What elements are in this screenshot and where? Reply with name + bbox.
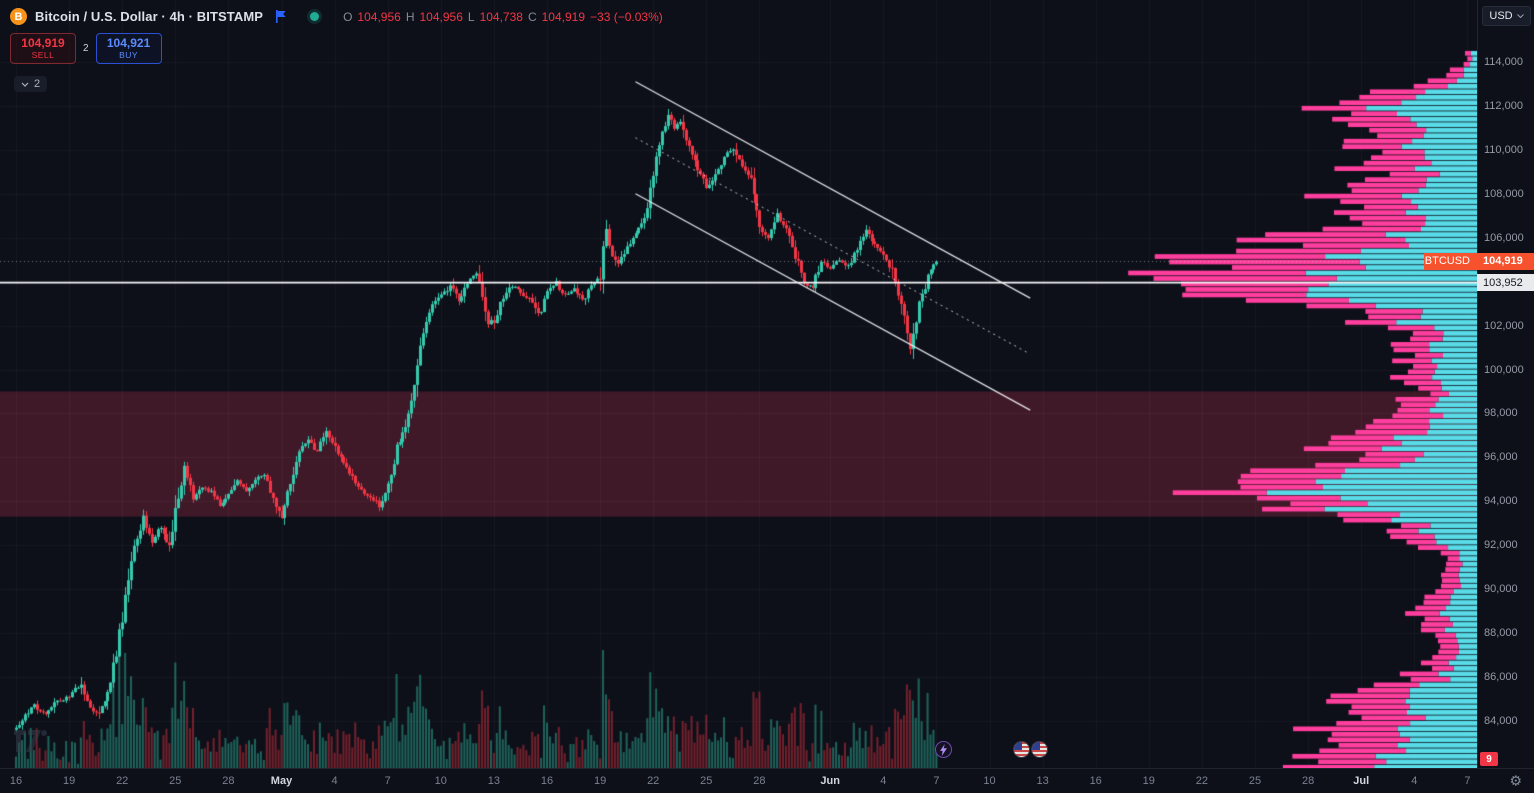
price-tick: 106,000 <box>1484 231 1524 244</box>
object-tree-toggle[interactable]: 2 <box>14 76 48 92</box>
us-flag-event-icon[interactable] <box>1012 741 1030 758</box>
lightning-event-icon[interactable] <box>934 741 952 758</box>
flag-icon[interactable] <box>275 10 286 23</box>
sell-price: 104,919 <box>21 35 65 50</box>
price-tick: 90,000 <box>1484 583 1518 596</box>
time-tick: 4 <box>1411 775 1418 787</box>
time-tick-month: Jun <box>820 775 840 787</box>
time-tick: 16 <box>9 775 23 787</box>
time-tick-month: May <box>270 775 293 787</box>
price-tick: 96,000 <box>1484 451 1518 464</box>
price-tick: 100,000 <box>1484 363 1524 376</box>
time-axis[interactable]: 16 19 22 25 28 May 4 7 10 13 16 19 22 25 28 Jun 4 7 10 13 16… <box>0 768 1534 793</box>
time-tick: 22 <box>116 775 129 787</box>
low-label: L <box>467 9 475 24</box>
spread-value: 2 <box>83 43 89 54</box>
buy-label: BUY <box>119 49 139 60</box>
open-label: O <box>343 9 353 24</box>
ohlc-readout: O 104,956 H 104,956 L 104,738 C 104,919 … <box>343 10 663 24</box>
time-tick: 25 <box>1248 775 1262 787</box>
time-tick: 19 <box>1142 775 1155 787</box>
time-tick: 28 <box>222 775 235 787</box>
price-tick: 98,000 <box>1484 407 1518 420</box>
time-tick: 16 <box>1089 775 1102 787</box>
tradingview-watermark-icon <box>14 728 52 759</box>
chart-region: B Bitcoin / U.S. Dollar · 4h · BITSTAMP … <box>0 0 1477 768</box>
symbol-title[interactable]: Bitcoin / U.S. Dollar · 4h · BITSTAMP <box>35 9 264 24</box>
buy-button[interactable]: 104,921 BUY <box>95 33 162 64</box>
currency-dropdown[interactable]: USD <box>1482 6 1531 26</box>
time-tick: 25 <box>700 775 713 787</box>
buy-sell-widget: 104,919 SELL 2 104,921 BUY <box>10 33 162 64</box>
buy-price: 104,921 <box>106 35 151 50</box>
price-tick: 86,000 <box>1484 671 1518 684</box>
hline-price-value: 103,952 <box>1483 276 1523 289</box>
time-tick: 19 <box>593 775 607 787</box>
price-tick: 108,000 <box>1484 187 1524 200</box>
time-tick-month: Jul <box>1353 775 1370 787</box>
indicator-count: 2 <box>34 78 41 90</box>
time-tick: 25 <box>169 775 182 787</box>
price-tick: 88,000 <box>1484 627 1518 640</box>
last-price-tag[interactable]: BTCUSD 104,919 <box>1424 252 1534 270</box>
chevron-down-icon <box>1516 14 1524 18</box>
price-tick: 94,000 <box>1484 495 1518 508</box>
time-tick: 13 <box>487 775 501 787</box>
price-tick: 92,000 <box>1484 539 1518 552</box>
time-tick: 7 <box>384 775 391 787</box>
bitcoin-icon: B <box>10 8 27 25</box>
price-tick: 114,000 <box>1484 55 1523 68</box>
time-tick: 10 <box>983 775 996 787</box>
price-tick: 102,000 <box>1484 319 1524 332</box>
time-tick: 4 <box>331 775 338 787</box>
close-label: C <box>527 9 537 24</box>
price-tick: 110,000 <box>1484 143 1523 156</box>
sell-button[interactable]: 104,919 SELL <box>10 33 76 64</box>
price-axis[interactable]: USD 114,000 112,000 110,000 108,000 106,000 1… <box>1477 0 1534 768</box>
last-price-value: 104,919 <box>1483 255 1523 268</box>
price-chart-canvas[interactable] <box>0 0 1477 768</box>
symbol-tag-label: BTCUSD <box>1424 255 1470 268</box>
time-tick: 16 <box>540 775 554 787</box>
chevron-down-icon <box>21 82 29 87</box>
time-tick: 22 <box>647 775 660 787</box>
time-tick: 19 <box>62 775 76 787</box>
us-flag-event-icon[interactable] <box>1030 741 1048 758</box>
time-tick: 13 <box>1036 775 1049 787</box>
price-tick: 84,000 <box>1484 714 1518 727</box>
time-tick: 4 <box>880 775 887 787</box>
price-tick: 112,000 <box>1484 99 1523 112</box>
high-value: 104,956 <box>419 9 463 24</box>
time-tick: 10 <box>434 775 447 787</box>
time-tick: 28 <box>753 775 766 787</box>
symbol-legend: B Bitcoin / U.S. Dollar · 4h · BITSTAMP … <box>10 8 663 25</box>
market-status-dot[interactable] <box>310 12 320 21</box>
open-value: 104,956 <box>357 9 401 24</box>
time-tick: 28 <box>1301 775 1315 787</box>
event-marker-layer <box>934 741 1048 758</box>
currency-label: USD <box>1489 10 1513 22</box>
high-label: H <box>405 9 415 24</box>
change-value: −33 (−0.03%) <box>590 9 663 24</box>
sell-label: SELL <box>31 49 55 60</box>
low-value: 104,738 <box>479 9 523 24</box>
time-tick: 7 <box>1464 775 1471 787</box>
hline-price-tag[interactable]: 103,952 <box>1477 274 1534 292</box>
time-tick: 7 <box>933 775 940 787</box>
close-value: 104,919 <box>541 9 586 24</box>
gear-icon[interactable]: ⚙ <box>1509 772 1522 789</box>
countdown-badge: 9 <box>1480 752 1498 766</box>
time-tick: 22 <box>1195 775 1209 787</box>
